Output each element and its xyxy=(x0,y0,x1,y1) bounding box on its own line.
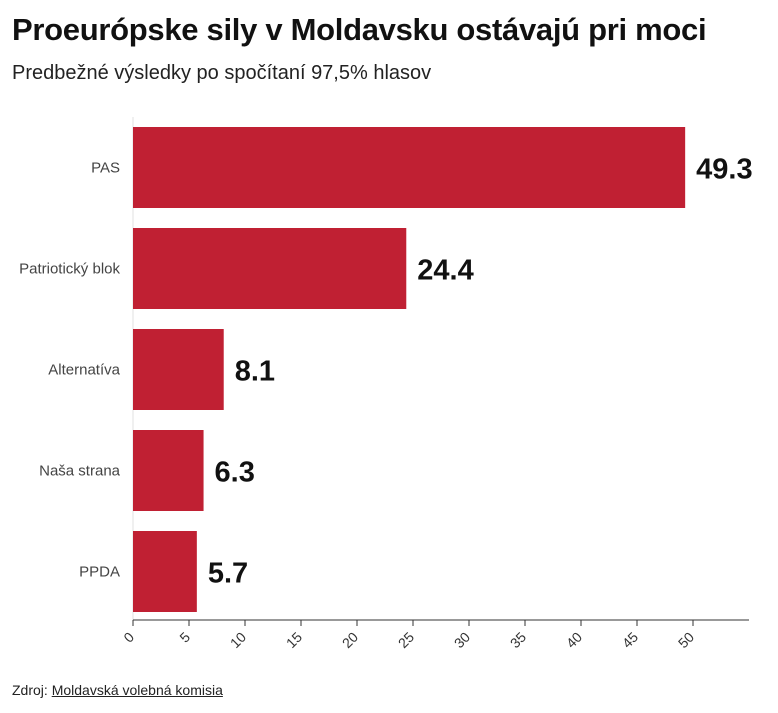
value-label: 49.3 xyxy=(696,154,752,186)
x-tick-label: 35 xyxy=(507,629,529,651)
x-tick-label: 45 xyxy=(619,629,641,651)
category-label: Naša strana xyxy=(39,463,121,480)
x-tick-label: 40 xyxy=(563,629,585,651)
value-label: 24.4 xyxy=(417,255,473,287)
category-label: Patriotický blok xyxy=(19,261,120,278)
bar xyxy=(133,531,197,612)
chart-subtitle: Predbežné výsledky po spočítaní 97,5% hl… xyxy=(12,62,432,84)
x-tick-label: 15 xyxy=(283,629,305,651)
source-footer: Zdroj: Moldavská volebná komisia xyxy=(12,682,223,698)
value-label: 8.1 xyxy=(235,356,275,388)
x-tick-label: 20 xyxy=(339,629,361,651)
chart-title: Proeurópske sily v Moldavsku ostávajú pr… xyxy=(12,12,707,47)
bar xyxy=(133,329,224,410)
value-label: 5.7 xyxy=(208,558,248,590)
source-label: Zdroj: xyxy=(12,682,48,698)
bar xyxy=(133,127,686,208)
x-tick-label: 25 xyxy=(395,629,417,651)
category-label: Alternatíva xyxy=(48,362,120,379)
x-tick-label: 10 xyxy=(227,629,249,651)
bar xyxy=(133,430,204,511)
x-tick-label: 0 xyxy=(120,629,137,646)
source-link[interactable]: Moldavská volebná komisia xyxy=(51,682,223,698)
x-tick-label: 5 xyxy=(176,629,193,646)
value-label: 6.3 xyxy=(215,457,255,489)
category-label: PAS xyxy=(91,160,120,177)
bar xyxy=(133,228,407,309)
x-tick-label: 30 xyxy=(451,629,473,651)
x-tick-label: 50 xyxy=(675,629,697,651)
category-label: PPDA xyxy=(79,564,120,581)
